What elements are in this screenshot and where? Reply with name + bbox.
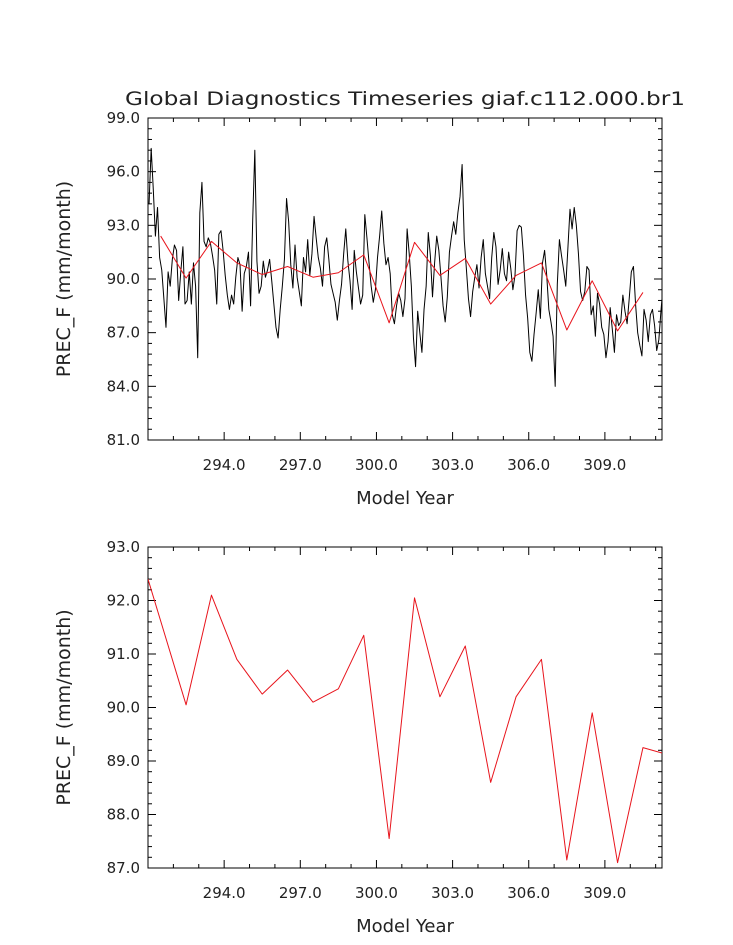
x-axis-label: Model Year <box>356 916 454 937</box>
y-tick-label: 84.0 <box>107 377 140 395</box>
x-tick-label: 309.0 <box>583 456 626 474</box>
plot-frame <box>147 546 663 869</box>
x-tick-label: 303.0 <box>431 456 474 474</box>
chart-panel-1: Global Diagnostics Timeseries giaf.c112.… <box>53 88 685 509</box>
x-tick-label: 297.0 <box>279 456 322 474</box>
chart-title: Global Diagnostics Timeseries giaf.c112.… <box>125 88 685 110</box>
x-tick-label: 297.0 <box>279 884 322 902</box>
y-tick-label: 93.0 <box>107 538 140 556</box>
series-line-annual-mean <box>160 235 644 332</box>
y-tick-label: 81.0 <box>107 431 140 449</box>
x-tick-label: 300.0 <box>355 456 398 474</box>
x-tick-label: 303.0 <box>431 884 474 902</box>
x-tick-label: 294.0 <box>203 456 246 474</box>
y-tick-label: 90.0 <box>107 699 140 717</box>
y-tick-label: 91.0 <box>107 645 140 663</box>
x-axis-label: Model Year <box>356 488 454 509</box>
y-tick-label: 93.0 <box>107 216 140 234</box>
series-line-annual-mean <box>148 578 662 864</box>
y-tick-label: 90.0 <box>107 270 140 288</box>
x-tick-label: 294.0 <box>203 884 246 902</box>
y-tick-label: 89.0 <box>107 752 140 770</box>
y-tick-label: 88.0 <box>107 806 140 824</box>
y-tick-label: 96.0 <box>107 163 140 181</box>
y-tick-label: 87.0 <box>107 324 140 342</box>
x-tick-label: 300.0 <box>355 884 398 902</box>
y-tick-label: 99.0 <box>107 109 140 127</box>
y-axis-label: PREC_F (mm/month) <box>53 609 75 805</box>
x-tick-label: 306.0 <box>507 456 550 474</box>
y-axis-label: PREC_F (mm/month) <box>53 181 75 377</box>
x-tick-label: 309.0 <box>583 884 626 902</box>
chart-panel-2: 87.0 88.0 89.0 90.0 91.0 92.0 93.0 294.0 297.0 30… <box>53 538 663 937</box>
series-line-monthly <box>148 147 662 387</box>
y-tick-label: 87.0 <box>107 859 140 877</box>
y-tick-label: 92.0 <box>107 592 140 610</box>
x-tick-label: 306.0 <box>507 884 550 902</box>
